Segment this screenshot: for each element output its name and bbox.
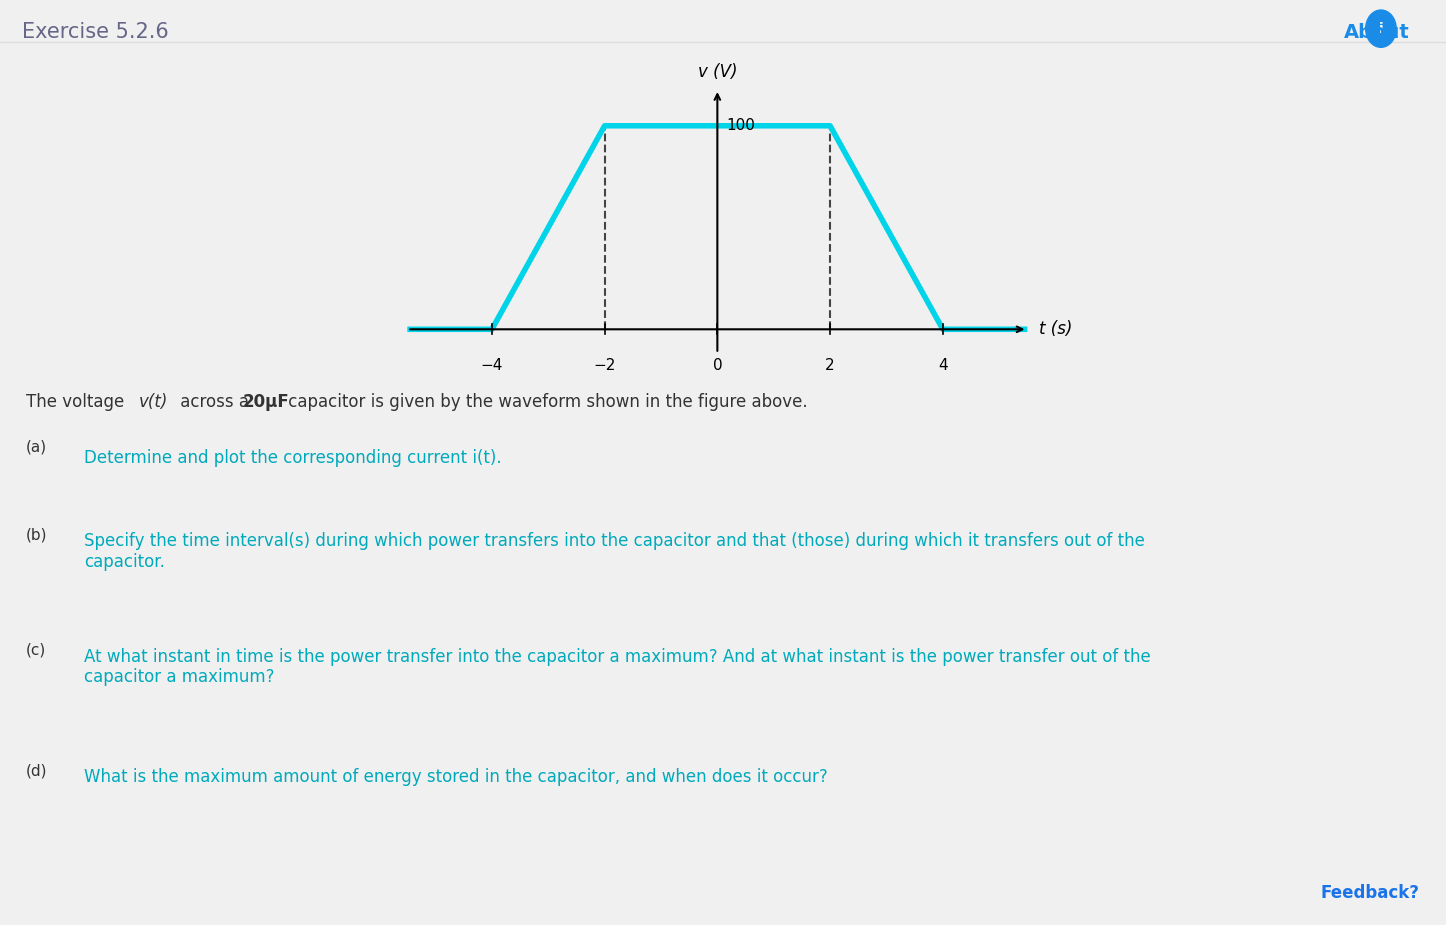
Text: 0: 0: [713, 358, 722, 373]
Text: Feedback?: Feedback?: [1322, 884, 1420, 902]
Text: (b): (b): [26, 527, 48, 542]
Text: Exercise 5.2.6: Exercise 5.2.6: [22, 22, 168, 43]
Text: capacitor is given by the waveform shown in the figure above.: capacitor is given by the waveform shown…: [283, 393, 808, 411]
Text: What is the maximum amount of energy stored in the capacitor, and when does it o: What is the maximum amount of energy sto…: [84, 768, 827, 785]
Text: (c): (c): [26, 643, 46, 658]
Text: (a): (a): [26, 439, 48, 454]
Text: t (s): t (s): [1038, 320, 1071, 339]
Text: Determine and plot the corresponding current i(t).: Determine and plot the corresponding cur…: [84, 449, 502, 466]
Text: −2: −2: [593, 358, 616, 373]
Text: 100: 100: [726, 118, 755, 133]
Text: −4: −4: [480, 358, 503, 373]
Text: v (V): v (V): [697, 63, 737, 81]
Circle shape: [1365, 10, 1397, 47]
Text: (d): (d): [26, 763, 48, 778]
Text: v(t): v(t): [139, 393, 168, 411]
Text: 4: 4: [938, 358, 947, 373]
Text: At what instant in time is the power transfer into the capacitor a maximum? And : At what instant in time is the power tra…: [84, 648, 1151, 686]
Text: About: About: [1345, 23, 1410, 42]
Text: 20μF: 20μF: [243, 393, 289, 411]
Text: across a: across a: [175, 393, 254, 411]
Text: Specify the time interval(s) during which power transfers into the capacitor and: Specify the time interval(s) during whic…: [84, 532, 1145, 571]
Text: The voltage: The voltage: [26, 393, 130, 411]
Text: i: i: [1378, 21, 1384, 36]
Text: 2: 2: [826, 358, 834, 373]
